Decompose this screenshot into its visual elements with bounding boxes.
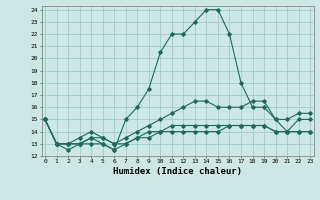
X-axis label: Humidex (Indice chaleur): Humidex (Indice chaleur) <box>113 167 242 176</box>
